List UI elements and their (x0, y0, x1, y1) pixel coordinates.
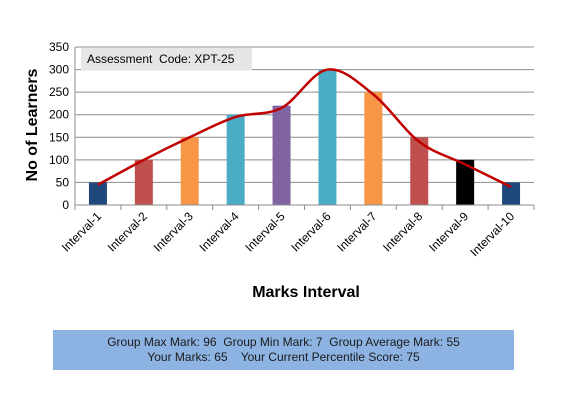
y-axis-label: No of Learners (24, 68, 41, 182)
summary-line-your-stats: Your Marks: 65 Your Current Percentile S… (147, 350, 420, 364)
bar (502, 182, 521, 205)
y-tick-label: 50 (56, 175, 70, 189)
summary-box: Group Max Mark: 96 Group Min Mark: 7 Gro… (53, 330, 514, 370)
y-tick-label: 0 (62, 198, 69, 212)
x-tick-label: Interval-7 (334, 209, 380, 255)
x-tick-label: Interval-9 (426, 209, 472, 255)
x-tick-labels: Interval-1 Interval-2 Interval-3 Interval-4… (59, 209, 518, 259)
y-tick-labels: 0 50 100 150 200 250 300 350 (49, 40, 69, 212)
x-tick-label: Interval-5 (242, 209, 288, 255)
x-tick-label: Interval-3 (151, 209, 197, 255)
bar (180, 137, 199, 205)
bar (410, 137, 429, 205)
x-tick-label: Interval-2 (105, 209, 151, 255)
bar (134, 159, 153, 205)
x-tick-label: Interval-6 (288, 209, 334, 255)
assessment-code-label: Assessment Code: XPT-25 (81, 48, 252, 70)
y-tick-label: 200 (49, 108, 69, 122)
summary-line-group-stats: Group Max Mark: 96 Group Min Mark: 7 Gro… (107, 335, 460, 349)
x-tick-label: Interval-1 (59, 209, 105, 255)
bars (88, 69, 521, 205)
trend-line (97, 68, 512, 189)
bar (226, 114, 245, 205)
bar (88, 182, 107, 205)
x-tick-label: Interval-10 (467, 209, 517, 259)
x-tick-label: Interval-8 (380, 209, 426, 255)
y-tick-label: 350 (49, 40, 69, 54)
bar (272, 105, 291, 205)
axes (74, 47, 535, 210)
bar (318, 69, 337, 205)
bar (456, 159, 475, 205)
trend-line-path (97, 68, 512, 189)
y-tick-label: 150 (49, 130, 69, 144)
x-tick-label: Interval-4 (196, 209, 242, 255)
y-tick-label: 250 (49, 85, 69, 99)
y-tick-label: 300 (49, 63, 69, 77)
y-tick-label: 100 (49, 153, 69, 167)
x-axis-label: Marks Interval (252, 284, 360, 301)
bar (364, 92, 383, 205)
